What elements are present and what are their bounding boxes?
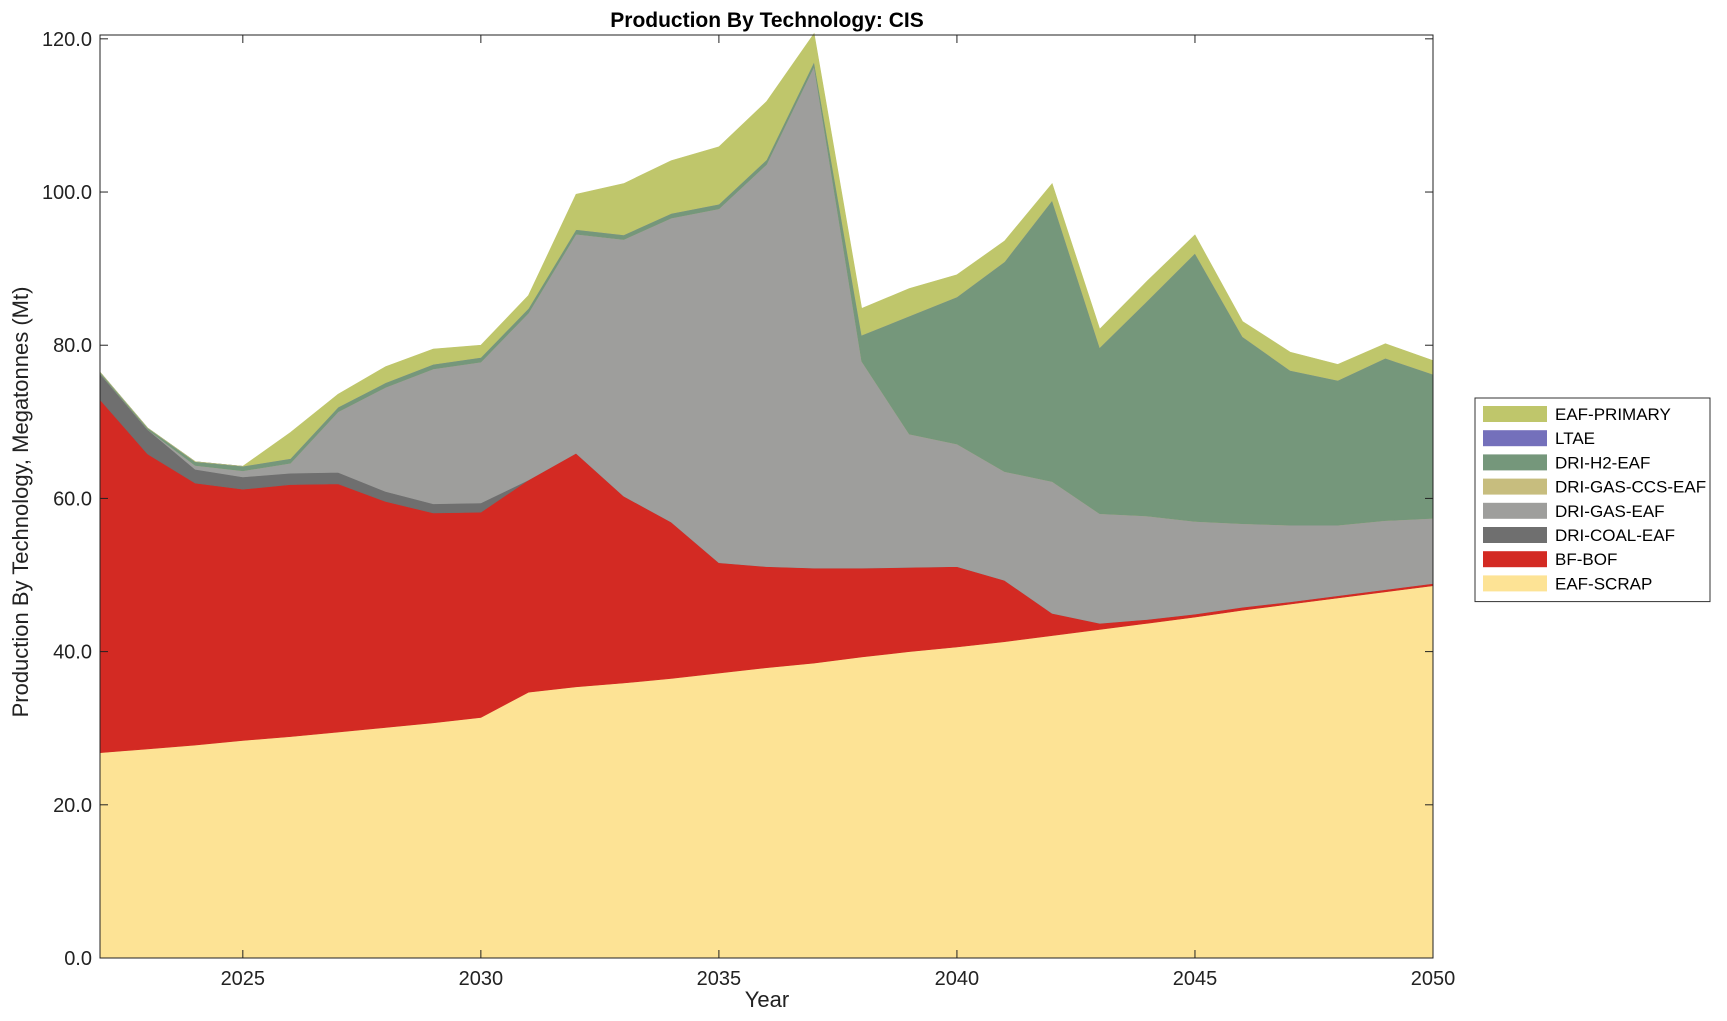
legend-label-dri-coal-eaf: DRI-COAL-EAF — [1555, 526, 1675, 545]
x-tick-label: 2035 — [697, 968, 742, 990]
x-axis-title: Year — [745, 987, 789, 1012]
x-tick-label: 2030 — [459, 968, 504, 990]
legend-label-dri-gas-eaf: DRI-GAS-EAF — [1555, 502, 1665, 521]
y-tick-label: 20.0 — [53, 795, 92, 817]
y-tick-label: 40.0 — [53, 642, 92, 664]
x-tick-label: 2040 — [935, 968, 980, 990]
legend-swatch-dri-gas-ccs-eaf — [1483, 478, 1547, 495]
legend-swatch-dri-h2-eaf — [1483, 454, 1547, 471]
plot-frame — [99, 34, 1434, 959]
legend-swatch-bf-bof — [1483, 551, 1547, 568]
legend-label-dri-h2-eaf: DRI-H2-EAF — [1555, 453, 1650, 472]
legend-label-eaf-primary: EAF-PRIMARY — [1555, 405, 1671, 424]
legend-label-ltae: LTAE — [1555, 429, 1595, 448]
x-tick-label: 2045 — [1173, 968, 1218, 990]
x-tick-label: 2025 — [221, 968, 266, 990]
y-tick-label: 120.0 — [42, 29, 92, 51]
areas-layer — [99, 32, 1434, 959]
y-tick-label: 0.0 — [64, 948, 92, 970]
legend-swatch-dri-coal-eaf — [1483, 527, 1547, 543]
legend-label-dri-gas-ccs-eaf: DRI-GAS-CCS-EAF — [1555, 478, 1706, 497]
chart-title: Production By Technology: CIS — [610, 9, 923, 32]
legend-swatch-dri-gas-eaf — [1483, 502, 1547, 519]
y-tick-label: 80.0 — [53, 335, 92, 357]
y-axis-title: Production By Technology, Megatonnes (Mt… — [8, 287, 33, 718]
legend-label-eaf-scrap: EAF-SCRAP — [1555, 574, 1652, 593]
y-tick-label: 100.0 — [42, 182, 92, 204]
x-tick-label: 2050 — [1411, 968, 1456, 990]
y-tick-label: 60.0 — [53, 488, 92, 510]
axes-layer: 2025 2030 2035 2040 2045 2050 0.0 20.0 40.0 60.0 8… — [42, 29, 1455, 990]
legend-label-bf-bof: BF-BOF — [1555, 550, 1617, 569]
legend: EAF-PRIMARY LTAE DRI-H2-EAF DRI-GAS-CCS-EAF… — [1474, 397, 1711, 603]
legend-swatch-eaf-scrap — [1483, 575, 1547, 592]
legend-swatch-eaf-primary — [1483, 406, 1547, 422]
legend-swatch-ltae — [1483, 430, 1547, 447]
